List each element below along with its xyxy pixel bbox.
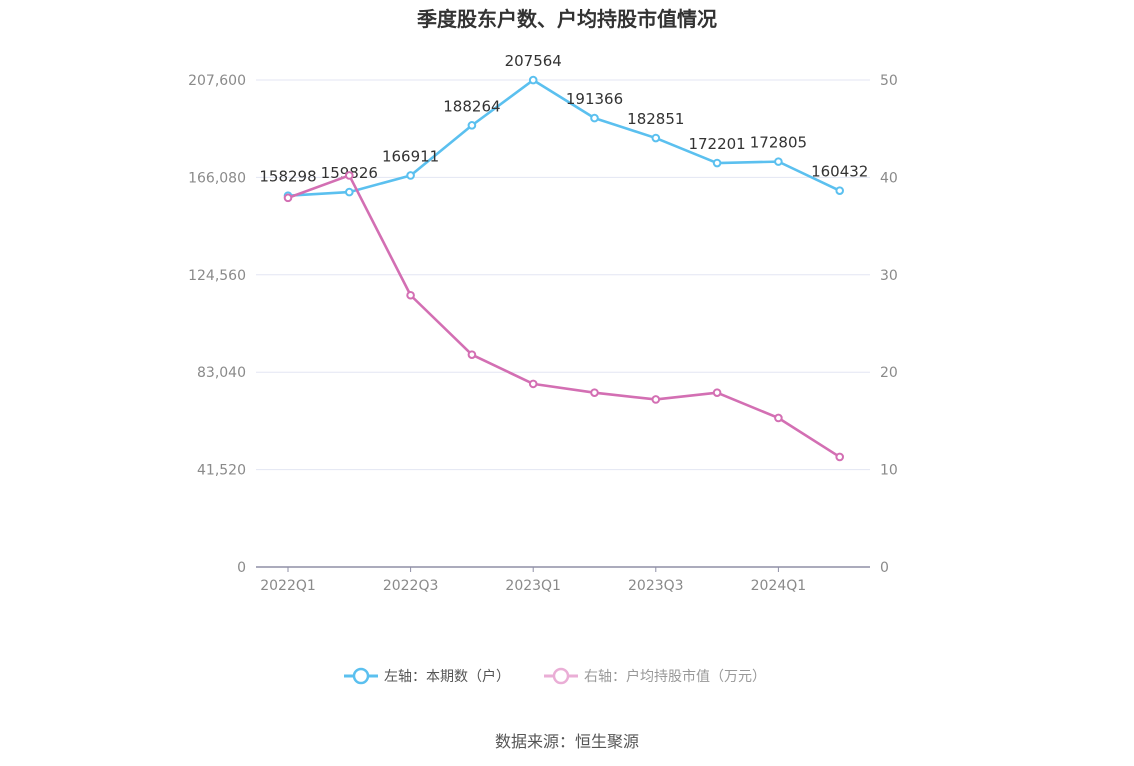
x-tick-label: 2023Q3 — [628, 578, 684, 594]
legend-marker — [352, 667, 370, 685]
data-label: 188264 — [443, 97, 500, 115]
legend-item-left[interactable]: 左轴：本期数（户） — [344, 667, 510, 685]
data-label: 160432 — [811, 163, 868, 181]
left-tick-label: 124,560 — [188, 268, 246, 284]
right-tick-label: 30 — [880, 268, 898, 284]
data-point-right — [712, 388, 722, 397]
x-tick-label: 2024Q1 — [751, 578, 807, 594]
data-label: 158298 — [259, 168, 316, 186]
data-label: 191366 — [566, 90, 623, 108]
right-tick-label: 10 — [880, 463, 898, 479]
series-layer: 1582981598261669111882642075641913661828… — [259, 52, 868, 462]
data-point-left — [590, 113, 599, 123]
data-point-left — [528, 75, 538, 85]
legend-marker — [552, 667, 570, 685]
series-line-right — [287, 174, 841, 459]
data-point-left — [712, 158, 722, 168]
right-tick-label: 50 — [880, 73, 898, 89]
data-point-right — [283, 193, 293, 203]
data-label: 207564 — [505, 52, 562, 70]
left-tick-label: 166,080 — [188, 170, 246, 186]
left-tick-label: 207,600 — [188, 73, 246, 89]
x-axis: 2022Q1 2022Q3 2023Q1 2023Q3 2024Q1 — [256, 566, 870, 594]
data-point-left — [774, 157, 783, 166]
left-tick-label: 41,520 — [197, 463, 246, 479]
data-point-right — [345, 171, 354, 180]
data-point-left — [835, 186, 845, 195]
data-label: 172201 — [688, 135, 745, 153]
series-line-left — [287, 78, 841, 197]
legend-label: 左轴：本期数（户） — [384, 668, 510, 685]
legend[interactable]: 左轴：本期数（户） 右轴：户均持股市值（万元） — [344, 667, 766, 685]
data-point-right — [467, 350, 477, 359]
x-tick-label: 2022Q1 — [260, 578, 316, 594]
data-point-left — [467, 121, 477, 130]
source-note: 数据来源：恒生聚源 — [495, 732, 639, 751]
data-point-right — [835, 452, 845, 462]
legend-item-right[interactable]: 右轴：户均持股市值（万元） — [544, 667, 766, 685]
chart-title: 季度股东户数、户均持股市值情况 — [416, 7, 717, 31]
data-label: 182851 — [627, 110, 684, 128]
data-label: 166911 — [382, 147, 439, 165]
data-point-right — [590, 388, 599, 397]
left-axis-ticks: 0 41,520 83,040 124,560 166,080 207,600 — [188, 73, 246, 576]
data-point-right — [406, 290, 415, 300]
data-point-right — [528, 379, 538, 389]
left-tick-label: 0 — [237, 560, 246, 576]
data-point-left — [406, 171, 415, 180]
legend-label: 右轴：户均持股市值（万元） — [584, 668, 766, 685]
right-axis-ticks: 0 10 20 30 40 50 — [880, 73, 898, 576]
x-tick-label: 2023Q1 — [505, 578, 561, 594]
data-point-left — [345, 187, 354, 197]
data-label: 172805 — [750, 134, 807, 152]
grid-lines — [256, 79, 870, 471]
right-tick-label: 0 — [880, 560, 889, 576]
data-point-left — [651, 133, 661, 143]
data-point-right — [774, 413, 783, 423]
x-tick-label: 2022Q3 — [383, 578, 439, 594]
right-tick-label: 40 — [880, 170, 898, 186]
data-point-right — [651, 395, 661, 404]
left-tick-label: 83,040 — [197, 365, 246, 381]
right-tick-label: 20 — [880, 365, 898, 381]
